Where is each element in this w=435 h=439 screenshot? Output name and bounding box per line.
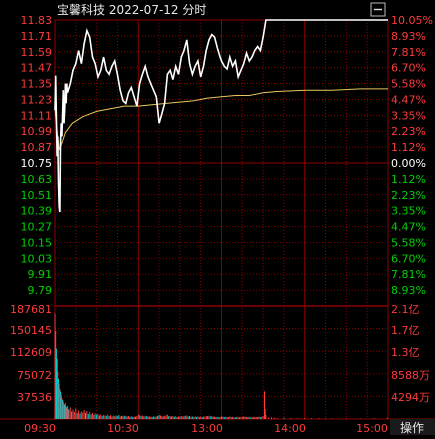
price-tick-label: 10.03 <box>21 252 53 265</box>
volume-tick-label: 75072 <box>17 369 52 382</box>
price-tick-label: 10.27 <box>21 221 53 234</box>
operate-button-bg[interactable] <box>390 419 435 435</box>
percent-tick-label: 5.58% <box>391 78 426 91</box>
price-tick-label: 11.11 <box>21 109 53 122</box>
percent-tick-label: 10.05% <box>391 14 433 27</box>
minimize-button[interactable] <box>370 2 386 17</box>
average-price-line <box>54 88 388 150</box>
amount-tick-label: 8588万 <box>391 369 430 382</box>
time-tick-label: 15:00 <box>356 422 388 435</box>
time-tick-label: 14:00 <box>274 422 306 435</box>
price-tick-label: 11.71 <box>21 30 53 43</box>
price-tick-label: 10.63 <box>21 173 53 186</box>
percent-tick-label: 7.81% <box>391 268 426 281</box>
volume-tick-label: 112609 <box>10 346 52 359</box>
percent-tick-label: 8.93% <box>391 30 426 43</box>
percent-tick-label: 6.70% <box>391 252 426 265</box>
grid <box>0 19 435 420</box>
price-tick-label: 9.79 <box>28 284 53 297</box>
time-tick-label: 13:00 <box>191 422 223 435</box>
percent-tick-label: 1.12% <box>391 173 426 186</box>
price-tick-label: 10.39 <box>21 205 53 218</box>
price-axis-labels: 11.83 11.71 11.59 11.47 11.35 11.23 11.11 10.99… <box>21 14 53 297</box>
price-tick-label: 10.75 <box>21 157 53 170</box>
price-tick-label: 10.87 <box>21 141 53 154</box>
price-tick-label: 11.83 <box>21 14 53 27</box>
percent-tick-label: 4.47% <box>391 221 426 234</box>
volume-bars <box>54 313 388 419</box>
percent-tick-label: 3.35% <box>391 109 426 122</box>
volume-tick-label: 187681 <box>10 303 52 316</box>
amount-tick-label: 2.1亿 <box>391 303 420 316</box>
percent-tick-label: 4.47% <box>391 93 426 106</box>
percent-tick-label: 2.23% <box>391 125 426 138</box>
amount-tick-label: 1.7亿 <box>391 324 420 337</box>
toolbar-button-container[interactable] <box>370 2 386 17</box>
volume-axis-labels: 187681 150145 112609 75072 37536 <box>10 303 52 404</box>
amount-axis-labels: 2.1亿 1.7亿 1.3亿 8588万 4294万 <box>391 303 430 404</box>
amount-tick-label: 4294万 <box>391 391 430 404</box>
price-tick-label: 11.23 <box>21 93 53 106</box>
percent-tick-label: 1.12% <box>391 141 426 154</box>
time-tick-label: 09:30 <box>24 422 56 435</box>
time-axis-labels: 09:30 10:30 13:00 14:00 15:00 <box>24 422 388 435</box>
price-tick-label: 10.15 <box>21 236 53 249</box>
price-tick-label: 11.47 <box>21 62 53 75</box>
percent-tick-label: 3.35% <box>391 205 426 218</box>
percent-tick-label: 2.23% <box>391 189 426 202</box>
price-tick-label: 10.51 <box>21 189 53 202</box>
percent-tick-label: 8.93% <box>391 284 426 297</box>
price-tick-label: 10.99 <box>21 125 53 138</box>
operate-button[interactable]: 操作 <box>400 420 424 435</box>
price-tick-label: 11.59 <box>21 46 53 59</box>
time-tick-label: 10:30 <box>107 422 139 435</box>
volume-tick-label: 150145 <box>10 324 52 337</box>
percent-tick-label: 7.81% <box>391 46 426 59</box>
price-tick-label: 11.35 <box>21 78 53 91</box>
percent-tick-label: 0.00% <box>391 157 426 170</box>
amount-tick-label: 1.3亿 <box>391 346 420 359</box>
chart-title: 宝馨科技 2022-07-12 分时 <box>57 2 206 17</box>
price-tick-label: 9.91 <box>28 268 53 281</box>
percent-tick-label: 5.58% <box>391 236 426 249</box>
percent-tick-label: 6.70% <box>391 62 426 75</box>
price-line <box>54 19 388 213</box>
percent-axis-labels: 10.05% 8.93% 7.81% 6.70% 5.58% 4.47% 3.35% 2.23… <box>391 14 433 297</box>
volume-tick-label: 37536 <box>17 391 52 404</box>
